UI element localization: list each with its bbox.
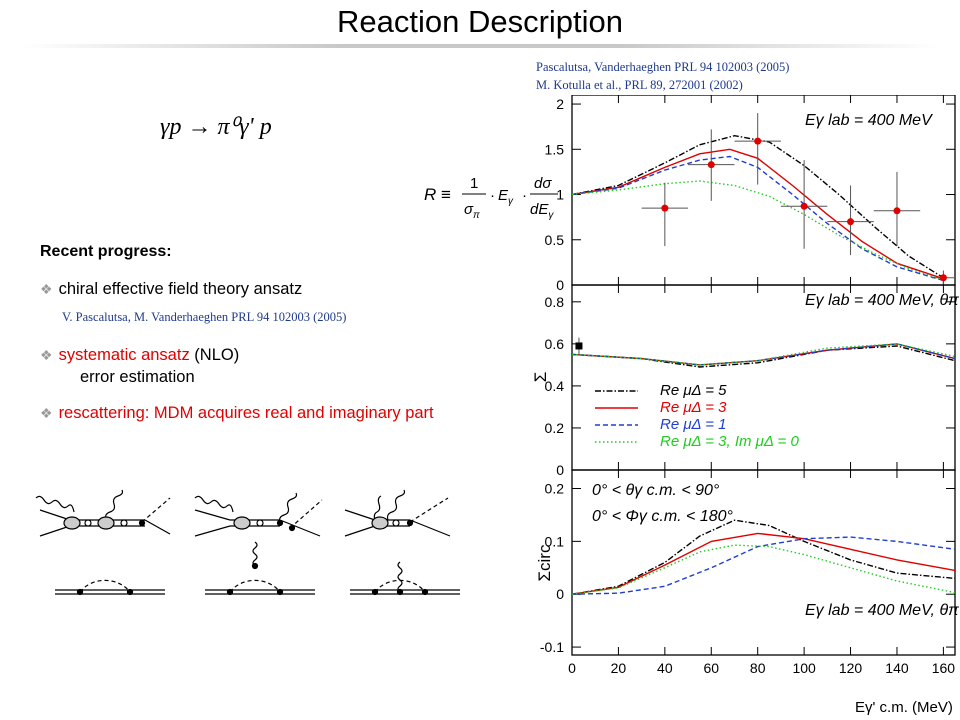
feynman-diagram-5 xyxy=(205,541,315,596)
data-point xyxy=(893,207,901,215)
y-tick-label: 0 xyxy=(556,462,564,478)
data-point xyxy=(754,137,762,145)
x-axis-label: Eγ' c.m. (MeV) xyxy=(855,699,953,716)
x-tick-label: 80 xyxy=(750,660,766,676)
ratio-formula: R ≡ 1 σπ · Eγ · dσ dEγ xyxy=(424,175,558,221)
series-line xyxy=(571,544,956,595)
data-point xyxy=(800,202,808,210)
bullet-systematic-red: systematic ansatz xyxy=(58,346,190,364)
legend-entry: Re μΔ = 3, Im μΔ = 0 xyxy=(660,433,799,450)
bullet-chiral-text: chiral effective field theory ansatz xyxy=(58,280,303,298)
legend-entry: Re μΔ = 3 xyxy=(660,399,727,416)
series-line xyxy=(571,134,944,279)
y-tick-label: 1.5 xyxy=(545,141,565,157)
data-point xyxy=(847,218,855,226)
series-line xyxy=(571,536,956,595)
x-tick-label: 100 xyxy=(792,660,816,676)
svg-text:1: 1 xyxy=(470,175,478,192)
reaction-formula: γp → π⁰γ' p xyxy=(160,114,272,140)
svg-text:dσ: dσ xyxy=(534,175,552,192)
y-tick-label: 0.4 xyxy=(545,378,565,394)
data-point xyxy=(707,161,715,169)
bullet-systematic-sub: error estimation xyxy=(80,368,195,386)
y-axis-label-sigma-circ: Σcirc xyxy=(535,544,554,581)
y-tick-label: 0.2 xyxy=(545,481,565,497)
bullet-systematic: ❖ systematic ansatz (NLO) xyxy=(40,346,239,365)
plot-frame-Sigma_circ xyxy=(571,469,956,656)
svg-text:Eγ: Eγ xyxy=(498,187,514,207)
y-tick-label: 0.8 xyxy=(545,294,565,310)
bullet-chiral-citation: V. Pascalutsa, M. Vanderhaeghen PRL 94 1… xyxy=(62,310,347,324)
data-point xyxy=(575,342,583,350)
y-tick-label: 0 xyxy=(556,277,564,293)
series-line xyxy=(571,180,944,281)
page-title: Reaction Description xyxy=(336,4,624,39)
x-tick-label: 120 xyxy=(839,660,863,676)
diamond-bullet-icon: ❖ xyxy=(40,281,53,297)
y-tick-label: -0.1 xyxy=(540,639,564,655)
svg-text:dEγ: dEγ xyxy=(530,201,554,221)
panel-label-sigma-circ: Eγ lab = 400 MeV, θπ c.m. = 90° xyxy=(805,602,960,619)
series-line xyxy=(571,519,956,595)
y-tick-label: 0.6 xyxy=(545,336,565,352)
x-tick-label: 20 xyxy=(611,660,627,676)
x-tick-label: 40 xyxy=(657,660,673,676)
reference-2: M. Kotulla et al., PRL 89, 272001 (2002) xyxy=(536,78,743,92)
y-tick-label: 0.5 xyxy=(545,232,565,248)
svg-text:R ≡: R ≡ xyxy=(424,185,451,204)
y-tick-label: 0.1 xyxy=(545,533,565,549)
series-line xyxy=(571,345,956,368)
series-line xyxy=(571,343,956,366)
feynman-diagram-6 xyxy=(350,561,460,596)
feynman-diagram-1 xyxy=(35,489,171,537)
y-tick-label: 0 xyxy=(556,586,564,602)
y-tick-label: 1 xyxy=(556,187,564,203)
panel-label-R: Eγ lab = 400 MeV xyxy=(805,112,933,129)
svg-text:σπ: σπ xyxy=(464,201,480,221)
diamond-bullet-icon: ❖ xyxy=(40,405,53,421)
feynman-diagram-2 xyxy=(194,492,323,537)
legend-entry: Re μΔ = 1 xyxy=(660,416,727,433)
feynman-diagrams xyxy=(35,489,460,596)
bullet-rescattering-text: rescattering: MDM acquires real and imag… xyxy=(58,404,434,422)
x-tick-label: 60 xyxy=(703,660,719,676)
y-axis-label-sigma: Σ xyxy=(531,372,550,383)
x-tick-label: 160 xyxy=(932,660,956,676)
y-tick-label: 0.2 xyxy=(545,420,565,436)
y-tick-label: 2 xyxy=(556,96,564,112)
x-tick-label: 140 xyxy=(885,660,909,676)
x-tick-label: 0 xyxy=(568,660,576,676)
title-rule xyxy=(20,44,940,48)
data-point xyxy=(939,274,947,282)
bullet-rescattering: ❖ rescattering: MDM acquires real and ima… xyxy=(40,404,434,423)
series-line xyxy=(571,532,956,595)
svg-text:·: · xyxy=(522,187,527,204)
legend-entry: Re μΔ = 5 xyxy=(660,382,727,399)
panel-label-sigma: Eγ lab = 400 MeV, θπ c.m. = 90° xyxy=(805,292,960,309)
bullet-chiral: ❖ chiral effective field theory ansatz xyxy=(40,280,302,299)
reference-1: Pascalutsa, Vanderhaeghen PRL 94 102003 … xyxy=(536,60,790,74)
constraint-1: 0° < θγ c.m. < 90° xyxy=(592,482,720,499)
diamond-bullet-icon: ❖ xyxy=(40,347,53,363)
constraint-2: 0° < Φγ c.m. < 180° xyxy=(592,508,734,525)
data-point xyxy=(661,204,669,212)
progress-heading: Recent progress: xyxy=(40,243,172,260)
bullet-systematic-rest: (NLO) xyxy=(189,346,240,364)
svg-text:·: · xyxy=(490,187,495,204)
feynman-diagram-3 xyxy=(344,489,451,537)
feynman-diagram-4 xyxy=(55,579,165,596)
